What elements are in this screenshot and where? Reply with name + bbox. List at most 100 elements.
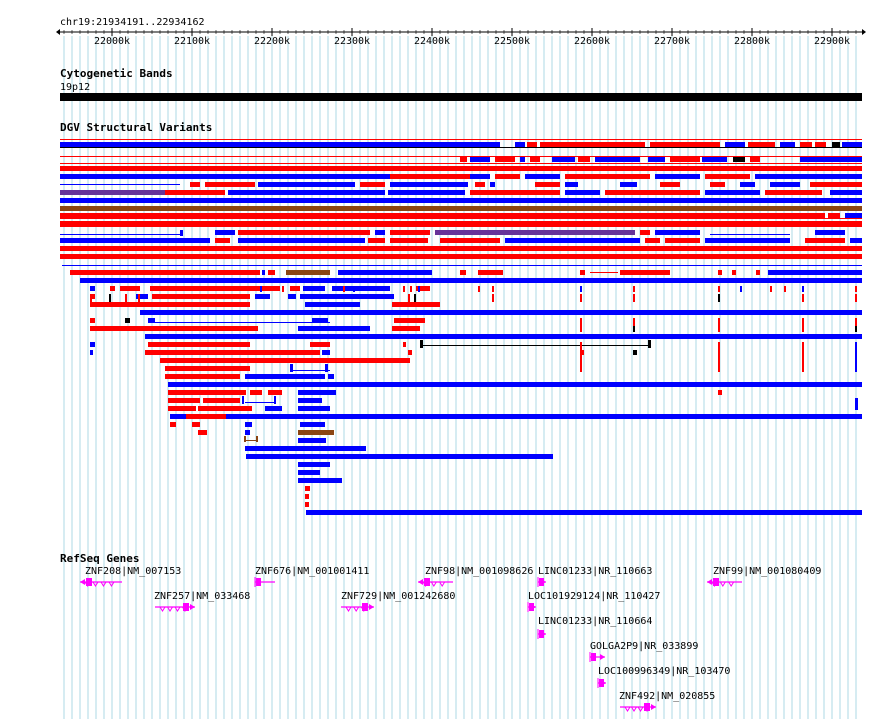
sv-feature[interactable] [410, 286, 412, 292]
sv-feature[interactable] [718, 390, 722, 395]
sv-feature[interactable] [215, 230, 235, 235]
sv-feature[interactable] [282, 286, 284, 292]
sv-feature[interactable] [435, 230, 635, 235]
sv-feature[interactable] [633, 318, 635, 332]
sv-feature[interactable] [750, 157, 760, 162]
sv-feature[interactable] [160, 358, 410, 363]
sv-feature[interactable] [258, 182, 355, 187]
sv-feature[interactable] [245, 446, 366, 451]
sv-feature[interactable] [265, 406, 282, 411]
sv-feature[interactable] [718, 294, 720, 302]
sv-feature[interactable] [718, 318, 720, 332]
sv-feature[interactable] [360, 182, 385, 187]
sv-feature[interactable] [290, 286, 300, 291]
sv-feature[interactable] [303, 286, 325, 291]
sv-feature[interactable] [408, 294, 410, 302]
sv-feature[interactable] [718, 270, 722, 275]
sv-feature[interactable] [353, 286, 355, 292]
sv-feature[interactable] [90, 294, 92, 302]
sv-feature[interactable] [802, 318, 804, 332]
sv-feature[interactable] [145, 350, 320, 355]
sv-feature[interactable] [262, 270, 265, 275]
sv-feature[interactable] [300, 294, 394, 299]
sv-feature[interactable] [255, 294, 270, 299]
sv-feature[interactable] [580, 342, 582, 372]
sv-feature[interactable] [740, 286, 742, 292]
sv-feature[interactable] [244, 436, 246, 442]
refseq-track[interactable]: RefSeq Genes ZNF208|NM_007153 ZNF257|NM_0… [60, 552, 821, 712]
sv-feature[interactable] [298, 398, 322, 403]
sv-feature[interactable] [165, 190, 225, 195]
sv-feature[interactable] [290, 364, 293, 372]
sv-feature[interactable] [110, 286, 115, 291]
sv-feature[interactable] [165, 374, 240, 379]
sv-feature[interactable] [298, 470, 320, 475]
sv-feature[interactable] [238, 230, 370, 235]
sv-feature[interactable] [245, 430, 250, 435]
sv-feature[interactable] [800, 157, 862, 162]
sv-feature[interactable] [530, 157, 540, 162]
sv-feature[interactable] [495, 157, 515, 162]
sv-feature[interactable] [60, 246, 862, 251]
sv-feature[interactable] [388, 190, 465, 195]
sv-feature[interactable] [780, 142, 795, 147]
sv-feature[interactable] [470, 174, 490, 179]
sv-feature[interactable] [842, 142, 862, 147]
sv-feature[interactable] [312, 318, 328, 323]
sv-feature[interactable] [138, 294, 140, 302]
sv-feature[interactable] [168, 382, 862, 387]
sv-feature[interactable] [475, 182, 485, 187]
sv-feature[interactable] [305, 302, 360, 307]
sv-feature[interactable] [140, 310, 862, 315]
sv-feature[interactable] [665, 238, 700, 243]
sv-feature[interactable] [268, 390, 282, 395]
sv-feature[interactable] [725, 142, 745, 147]
sv-feature[interactable] [90, 318, 95, 323]
sv-feature[interactable] [640, 230, 650, 235]
sv-feature[interactable] [414, 294, 416, 302]
sv-feature[interactable] [165, 366, 250, 371]
gene-model[interactable]: ZNF99|NM_001080409 [707, 566, 821, 587]
sv-feature[interactable] [655, 174, 700, 179]
sv-feature[interactable] [375, 230, 385, 235]
cytoband-track[interactable]: Cytogenetic Bands 19p12 [60, 67, 862, 101]
sv-feature[interactable] [60, 142, 500, 147]
sv-feature[interactable] [855, 318, 857, 332]
sv-feature[interactable] [580, 294, 582, 302]
gene-model[interactable]: ZNF492|NM_020855 [619, 691, 715, 712]
sv-feature[interactable] [305, 486, 310, 491]
sv-feature[interactable] [580, 270, 585, 275]
sv-feature[interactable] [109, 294, 111, 302]
sv-feature[interactable] [60, 221, 862, 226]
sv-feature[interactable] [60, 198, 862, 203]
sv-feature[interactable] [245, 422, 252, 427]
sv-feature[interactable] [403, 286, 405, 292]
sv-feature[interactable] [768, 270, 862, 275]
sv-feature[interactable] [525, 174, 560, 179]
sv-feature[interactable] [60, 254, 862, 259]
sv-feature[interactable] [460, 157, 467, 162]
sv-feature[interactable] [418, 286, 420, 292]
sv-feature[interactable] [392, 302, 440, 307]
sv-feature[interactable] [180, 230, 183, 236]
sv-feature[interactable] [492, 294, 494, 302]
sv-feature[interactable] [228, 414, 234, 419]
sv-feature[interactable] [368, 238, 385, 243]
sv-feature[interactable] [478, 270, 503, 275]
sv-feature[interactable] [565, 174, 650, 179]
sv-feature[interactable] [732, 270, 736, 275]
sv-feature[interactable] [288, 294, 296, 299]
sv-feature[interactable] [648, 157, 665, 162]
sv-feature[interactable] [748, 142, 775, 147]
sv-feature[interactable] [810, 182, 862, 187]
gene-model[interactable]: LOC100996349|NR_103470 [597, 666, 730, 688]
gene-model[interactable]: GOLGA2P9|NR_033899 [589, 641, 698, 662]
sv-feature[interactable] [90, 302, 250, 307]
sv-feature[interactable] [60, 206, 862, 211]
sv-feature[interactable] [645, 238, 660, 243]
sv-feature[interactable] [490, 182, 495, 187]
sv-feature[interactable] [802, 342, 804, 372]
sv-feature[interactable] [515, 142, 525, 147]
sv-feature[interactable] [460, 270, 466, 275]
sv-feature[interactable] [830, 190, 862, 195]
